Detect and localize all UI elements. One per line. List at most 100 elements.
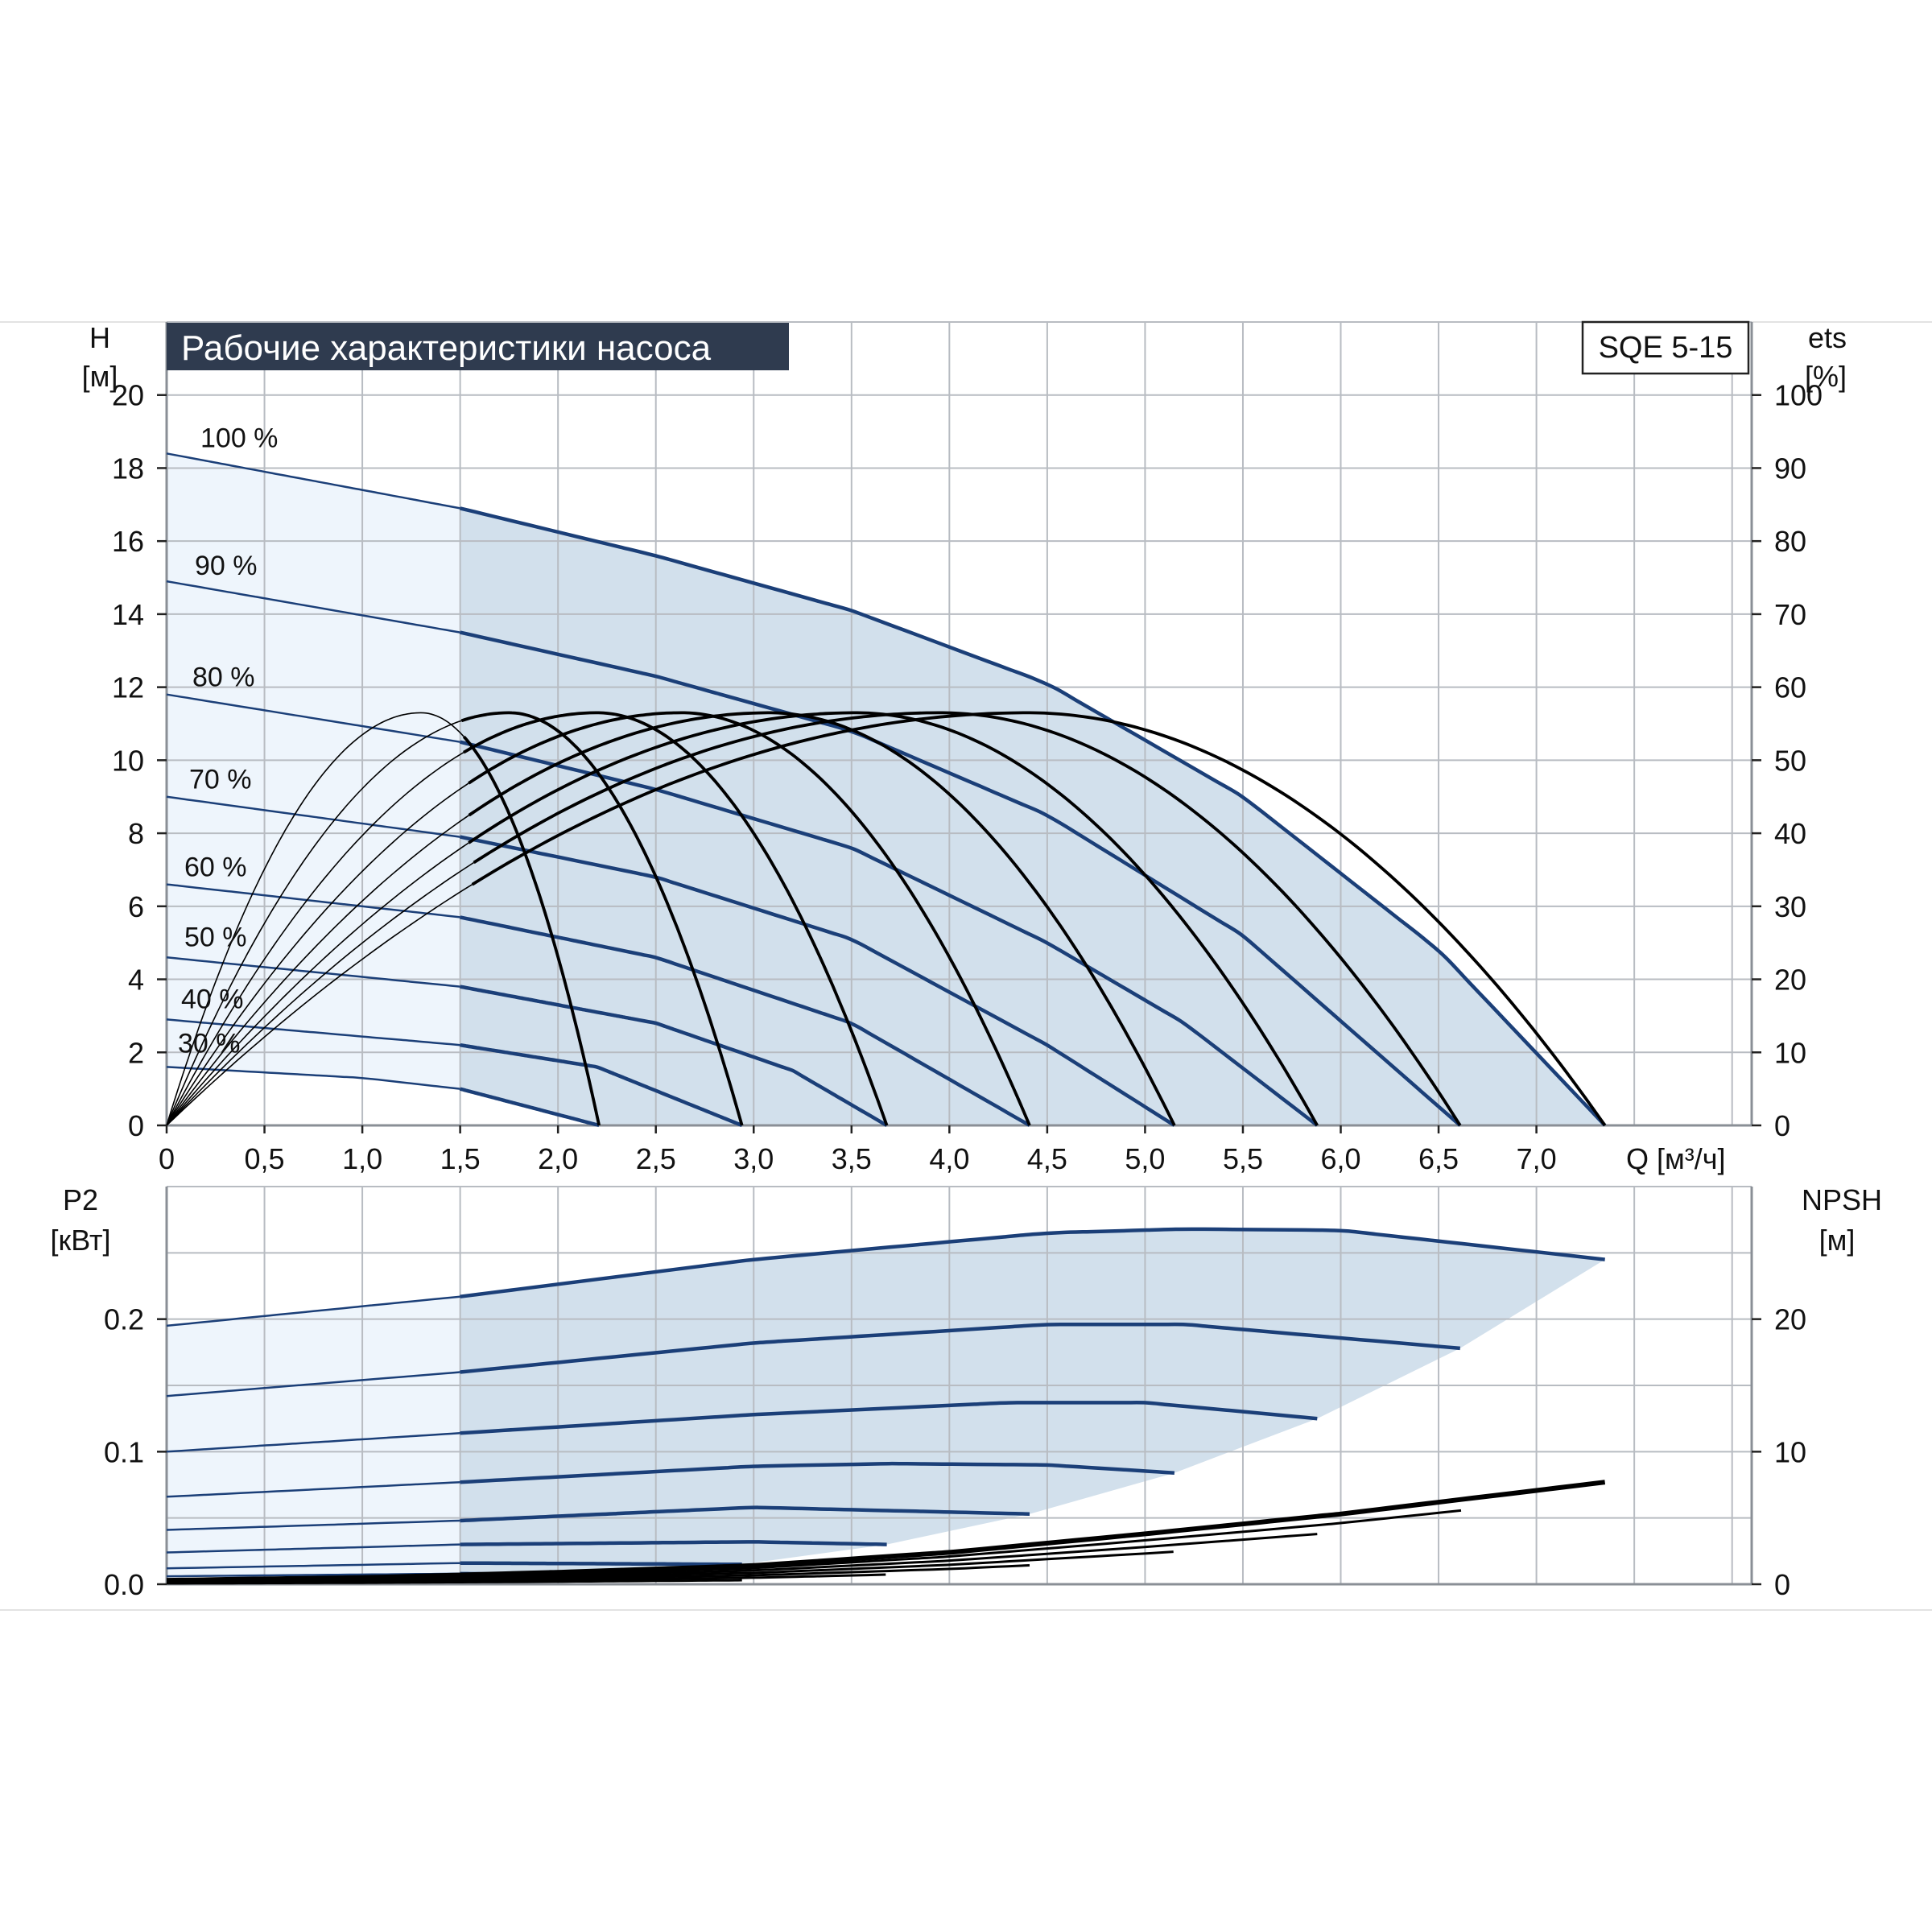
eta-tick-label: 10 (1774, 1036, 1806, 1069)
eta-tick-label: 90 (1774, 452, 1806, 485)
x-tick-label: 3,5 (832, 1142, 872, 1175)
efficiency-curve-low (166, 782, 469, 1126)
h-tick-label: 10 (112, 744, 144, 777)
h-tick-label: 0 (128, 1109, 144, 1142)
x-tick-label: 6,5 (1418, 1142, 1459, 1175)
power-curves (166, 1227, 1605, 1578)
speed-label-60: 60 % (184, 852, 247, 883)
eta-tick-label: 0 (1774, 1109, 1790, 1142)
pump-curve-100-low (166, 452, 460, 510)
efficiency-curve-low (166, 884, 473, 1126)
efficiency-curves (166, 711, 1607, 1127)
efficiency-curve (463, 711, 889, 1126)
model-box (1581, 320, 1750, 375)
bottom-grid (166, 1186, 1752, 1585)
x-tick-label: 1,0 (342, 1142, 382, 1175)
pump-curve-60 (460, 915, 1031, 1127)
eta-tick-label: 60 (1774, 671, 1806, 704)
speed-label-100: 100 % (200, 423, 278, 453)
h-tick-label: 14 (112, 598, 144, 631)
npsh-axis-label: NPSH (1802, 1183, 1882, 1216)
pump-curve-50 (460, 985, 888, 1127)
h-tick-label: 20 (112, 379, 144, 412)
p2-tick-label: 0.1 (104, 1435, 144, 1468)
efficiency-curve-low (166, 720, 462, 1126)
power-range-area (167, 1228, 1605, 1577)
h-axis-label: H (89, 321, 110, 354)
power-curve-low (166, 1543, 460, 1554)
npsh-line (167, 1579, 742, 1585)
eta-tick-label: 70 (1774, 598, 1806, 631)
efficiency-curve (460, 711, 744, 1126)
efficiency-curve-low (166, 752, 464, 1126)
pump-curve-40-low (166, 1018, 460, 1046)
x-tick-label: 6,0 (1320, 1142, 1360, 1175)
h-tick-label: 12 (112, 671, 144, 704)
efficiency-curve-low (166, 815, 470, 1126)
pump-curve-80-low (166, 693, 460, 743)
power-curve (460, 1540, 887, 1546)
speed-label-90: 90 % (195, 551, 258, 581)
eta-tick-label: 50 (1774, 744, 1806, 777)
title-box (167, 323, 789, 370)
eta-tick-label: 20 (1774, 964, 1806, 997)
pump-curve-70 (460, 835, 1176, 1127)
power-curve (460, 1561, 742, 1567)
pump-curve-40 (460, 1042, 743, 1128)
x-tick-label: 5,0 (1125, 1142, 1165, 1175)
h-tick-label: 16 (112, 525, 144, 558)
power-curve (460, 1227, 1605, 1298)
efficiency-curve-low (166, 861, 475, 1126)
efficiency-curve (468, 711, 1031, 1126)
pump-curve-90 (460, 630, 1462, 1127)
h-axis-unit: [м] (82, 360, 118, 393)
power-curve (460, 1461, 1175, 1484)
power-curve-low (166, 1371, 460, 1397)
h-tick-label: 4 (128, 964, 144, 997)
power-curve (460, 1401, 1318, 1435)
power-curve-low (166, 1480, 460, 1498)
eta-tick-label: 100 (1774, 379, 1823, 412)
h-tick-label: 6 (128, 890, 144, 923)
top-axis-ticks: 0 0,5 1,0 1,5 2,0 2,5 3,0 3,5 4,0 4,5 5,0 5,5 6,0 6,5… (112, 379, 1823, 1175)
power-curve (460, 1505, 1030, 1523)
top-frame (165, 322, 1753, 1127)
x-tick-label: 3,0 (733, 1142, 774, 1175)
power-curve (460, 1322, 1461, 1374)
efficiency-curve-low (166, 712, 464, 1126)
speed-label-50: 50 % (184, 922, 247, 952)
efficiency-curve (462, 735, 601, 1126)
x-tick-label: 2,5 (636, 1142, 676, 1175)
eta-axis-label: ets (1808, 321, 1847, 354)
x-tick-label: 4,0 (929, 1142, 969, 1175)
efficiency-curve (471, 711, 1607, 1127)
eta-tick-label: 30 (1774, 890, 1806, 923)
efficiency-curve (468, 711, 1176, 1126)
eta-axis-unit: [%] (1805, 360, 1847, 393)
h-tick-label: 18 (112, 452, 144, 485)
pump-curve-30 (459, 1087, 600, 1128)
power-curve-low (166, 1432, 460, 1453)
range-area-light (167, 453, 460, 1089)
chart-title: Рабочие характеристики насоса (181, 328, 712, 368)
power-curve-low (166, 1562, 460, 1570)
speed-label-40: 40 % (181, 984, 244, 1014)
power-area-light (167, 1296, 460, 1577)
power-curve-low (166, 1295, 460, 1327)
h-tick-label: 8 (128, 817, 144, 850)
pump-curve-60-low (166, 883, 460, 919)
npsh-tick-label: 10 (1774, 1435, 1806, 1468)
speed-label-30: 30 % (178, 1028, 241, 1059)
npsh-curve (166, 1480, 1606, 1585)
bottom-axis-ticks: 0.0 0.1 0.2 0 10 20 (104, 1303, 1806, 1601)
x-tick-label: 2,0 (538, 1142, 578, 1175)
pump-curve-90-low (166, 580, 460, 634)
speed-label-80: 80 % (192, 663, 255, 693)
x-tick-label: 5,5 (1223, 1142, 1263, 1175)
operating-range-area (167, 453, 1605, 1125)
power-curve-low (166, 1519, 460, 1531)
range-area-dark (460, 508, 1605, 1125)
pump-curve-100 (460, 506, 1607, 1127)
eta-tick-label: 80 (1774, 525, 1806, 558)
